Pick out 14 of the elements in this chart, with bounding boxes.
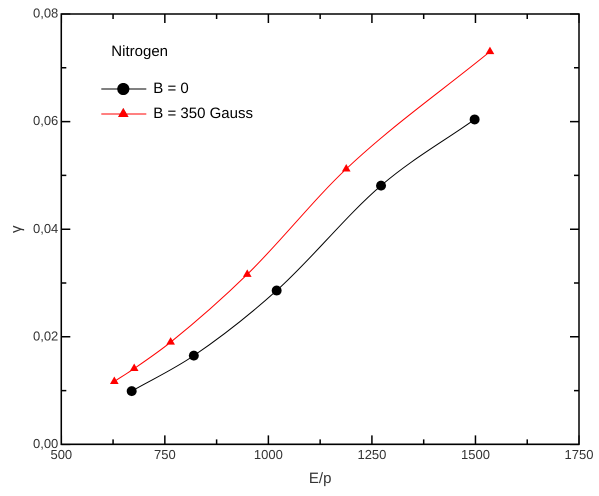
x-tick-label: 750 <box>154 446 176 462</box>
legend-title: Nitrogen <box>111 43 168 60</box>
x-tick-label: 1500 <box>461 446 490 462</box>
y-tick-label: 0,04 <box>32 220 58 236</box>
y-tick-label: 0,08 <box>32 6 58 21</box>
legend-label: B = 350 Gauss <box>153 105 253 122</box>
y-axis-title: γ <box>8 224 26 233</box>
x-tick-label: 1000 <box>254 446 283 462</box>
x-tick-label: 1250 <box>357 446 386 462</box>
y-tick-label: 0,06 <box>32 113 58 128</box>
legend-label: B = 0 <box>153 80 189 98</box>
x-axis-title: E/p <box>308 470 332 488</box>
x-tick-label: 1750 <box>564 446 594 462</box>
y-tick-label: 0,02 <box>32 328 58 344</box>
